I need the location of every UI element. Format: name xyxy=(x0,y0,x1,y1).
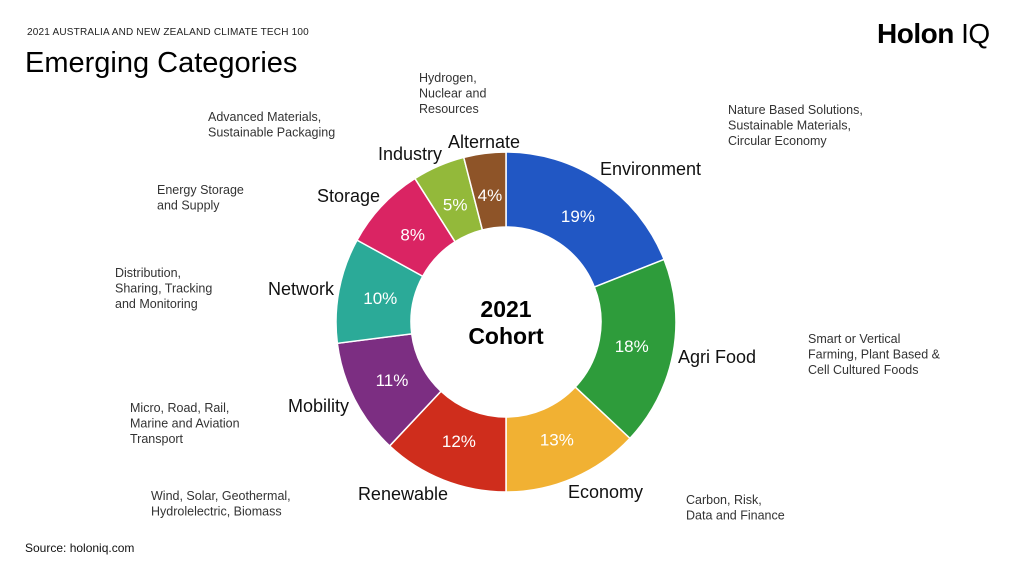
description-line: Sustainable Materials, xyxy=(728,119,851,133)
description-line: and Monitoring xyxy=(115,297,198,311)
logo-suffix: IQ xyxy=(961,18,990,49)
donut-slices xyxy=(335,151,677,493)
slice-alternate xyxy=(462,151,507,231)
pct-label-environment: 19% xyxy=(561,207,595,226)
pct-label-agri-food: 18% xyxy=(615,337,649,356)
category-label-agri-food: Agri Food xyxy=(678,347,756,367)
description-line: Carbon, Risk, xyxy=(686,493,762,507)
description-line: Hydrolelectric, Biomass xyxy=(151,505,282,519)
pct-label-network: 10% xyxy=(363,289,397,308)
pct-label-mobility: 11% xyxy=(376,371,409,390)
description-storage: Energy Storage and Supply xyxy=(157,183,244,213)
description-line: Nuclear and xyxy=(419,87,486,101)
description-line: Advanced Materials, xyxy=(208,110,321,124)
category-label-mobility: Mobility xyxy=(288,396,349,416)
description-line: Sharing, Tracking xyxy=(115,282,212,296)
pct-label-renewable: 12% xyxy=(442,432,476,451)
description-line: Energy Storage xyxy=(157,183,244,197)
center-label-line-1: 2021 xyxy=(480,296,531,322)
description-line: and Supply xyxy=(157,199,220,213)
holoniq-logo: Holon IQ xyxy=(877,18,990,50)
description-line: Hydrogen, xyxy=(419,71,477,85)
donut-labels: 19% Environment Nature Based Solutions, Sus… xyxy=(115,71,941,523)
slice-environment xyxy=(505,151,666,289)
center-label-line-2: Cohort xyxy=(468,323,544,349)
description-economy: Carbon, Risk, Data and Finance xyxy=(686,493,785,523)
description-renewable: Wind, Solar, Geothermal, Hydrolelectric, … xyxy=(151,489,291,519)
description-line: Resources xyxy=(419,102,479,116)
description-alternate: Hydrogen, Nuclear and Resources xyxy=(419,71,486,116)
description-line: Farming, Plant Based & xyxy=(808,348,941,362)
category-label-economy: Economy xyxy=(568,482,643,502)
category-label-network: Network xyxy=(268,279,335,299)
description-line: Circular Economy xyxy=(728,134,827,148)
description-line: Cell Cultured Foods xyxy=(808,363,918,377)
category-label-renewable: Renewable xyxy=(358,484,448,504)
source-note: Source: holoniq.com xyxy=(25,541,135,555)
description-industry: Advanced Materials, Sustainable Packaging xyxy=(208,110,335,140)
pct-label-alternate: 4% xyxy=(478,186,503,205)
description-line: Distribution, xyxy=(115,266,181,280)
page-title: Emerging Categories xyxy=(25,47,298,79)
description-agri-food: Smart or Vertical Farming, Plant Based & C… xyxy=(808,332,941,377)
category-label-industry: Industry xyxy=(378,144,442,164)
description-network: Distribution, Sharing, Tracking and Monito… xyxy=(115,266,212,311)
description-mobility: Micro, Road, Rail, Marine and Aviation Tra… xyxy=(130,401,240,446)
category-label-storage: Storage xyxy=(317,186,380,206)
description-line: Data and Finance xyxy=(686,509,785,523)
description-line: Transport xyxy=(130,432,184,446)
description-line: Wind, Solar, Geothermal, xyxy=(151,489,291,503)
description-line: Micro, Road, Rail, xyxy=(130,401,229,415)
category-label-alternate: Alternate xyxy=(448,132,520,152)
pct-label-industry: 5% xyxy=(443,196,468,215)
description-environment: Nature Based Solutions, Sustainable Mater… xyxy=(728,103,863,148)
description-line: Smart or Vertical xyxy=(808,332,900,346)
category-label-environment: Environment xyxy=(600,159,701,179)
description-line: Nature Based Solutions, xyxy=(728,103,863,117)
pct-label-storage: 8% xyxy=(400,225,425,244)
description-line: Sustainable Packaging xyxy=(208,126,335,140)
description-line: Marine and Aviation xyxy=(130,417,240,431)
pct-label-economy: 13% xyxy=(540,430,574,449)
logo-main: Holon xyxy=(877,18,954,49)
report-kicker: 2021 AUSTRALIA AND NEW ZEALAND CLIMATE T… xyxy=(27,27,309,38)
